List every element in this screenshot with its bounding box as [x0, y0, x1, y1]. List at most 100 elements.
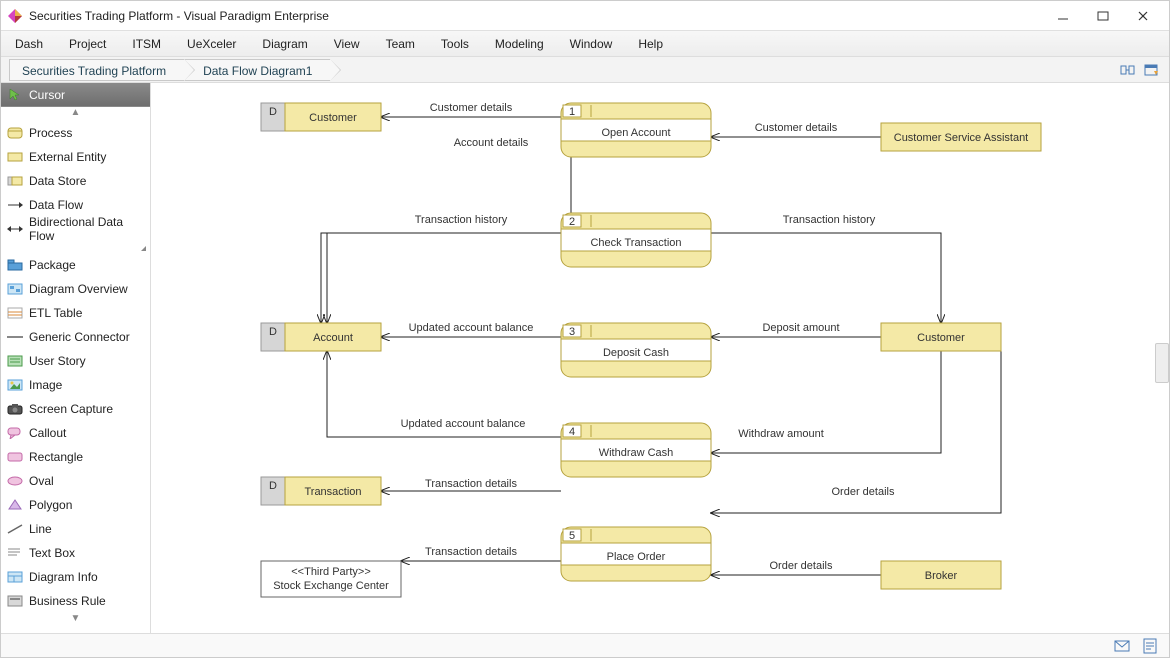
menu-itsm[interactable]: ITSM: [132, 37, 161, 51]
svg-text:Customer: Customer: [309, 112, 357, 124]
etl-icon: [7, 305, 23, 321]
title-bar: Securities Trading Platform - Visual Par…: [1, 1, 1169, 31]
svg-text:Account details: Account details: [454, 137, 529, 149]
svg-text:Stock Exchange Center: Stock Exchange Center: [273, 580, 389, 592]
tool-etl[interactable]: ETL Table: [1, 301, 150, 325]
tool-palette: Cursor ▲ Process External Entity Data St…: [1, 83, 151, 633]
note-icon[interactable]: [1141, 637, 1159, 655]
svg-text:Order details: Order details: [832, 486, 895, 498]
svg-text:Open Account: Open Account: [601, 127, 670, 139]
callout-icon: [7, 425, 23, 441]
diagram-canvas[interactable]: Customer detailsCustomer detailsAccount …: [151, 83, 1169, 633]
menu-view[interactable]: View: [334, 37, 360, 51]
textbox-icon: [7, 545, 23, 561]
tool-dataflow[interactable]: Data Flow: [1, 193, 150, 217]
svg-text:4: 4: [569, 426, 575, 438]
image-icon: [7, 377, 23, 393]
breadcrumb-project[interactable]: Securities Trading Platform: [9, 59, 184, 81]
overview-icon: [7, 281, 23, 297]
minimize-button[interactable]: [1043, 4, 1083, 28]
tool-label: Business Rule: [29, 594, 106, 608]
canvas-scrollbar[interactable]: [1155, 343, 1169, 383]
status-bar: [1, 633, 1169, 657]
svg-text:Withdraw amount: Withdraw amount: [738, 428, 824, 440]
tool-capture[interactable]: Screen Capture: [1, 397, 150, 421]
main-area: Cursor ▲ Process External Entity Data St…: [1, 83, 1169, 633]
datastore-icon: [7, 173, 23, 189]
tool-label: ETL Table: [29, 306, 82, 320]
cursor-icon: [7, 87, 23, 103]
tool-label: Process: [29, 126, 72, 140]
breadcrumb-diagram[interactable]: Data Flow Diagram1: [184, 59, 330, 81]
svg-text:Check Transaction: Check Transaction: [590, 237, 681, 249]
tool-rectangle[interactable]: Rectangle: [1, 445, 150, 469]
menu-dash[interactable]: Dash: [15, 37, 43, 51]
menu-modeling[interactable]: Modeling: [495, 37, 544, 51]
svg-text:D: D: [269, 480, 277, 492]
maximize-button[interactable]: [1083, 4, 1123, 28]
tool-rule[interactable]: Business Rule: [1, 589, 150, 613]
tool-label: Data Flow: [29, 198, 83, 212]
tool-label: Data Store: [29, 174, 86, 188]
svg-text:Place Order: Place Order: [607, 551, 666, 563]
tool-cursor[interactable]: Cursor: [1, 83, 150, 107]
svg-text:Order details: Order details: [770, 560, 833, 572]
connector-icon: [7, 329, 23, 345]
svg-text:Broker: Broker: [925, 570, 958, 582]
rule-icon: [7, 593, 23, 609]
tool-callout[interactable]: Callout: [1, 421, 150, 445]
svg-text:<<Third Party>>: <<Third Party>>: [291, 566, 371, 578]
dataflow-icon: [7, 197, 23, 213]
tool-overview[interactable]: Diagram Overview: [1, 277, 150, 301]
tool-connector[interactable]: Generic Connector: [1, 325, 150, 349]
entity-icon: [7, 149, 23, 165]
close-button[interactable]: [1123, 4, 1163, 28]
tool-textbox[interactable]: Text Box: [1, 541, 150, 565]
svg-text:Customer: Customer: [917, 332, 965, 344]
tool-entity[interactable]: External Entity: [1, 145, 150, 169]
svg-text:D: D: [269, 326, 277, 338]
tool-label: Bidirectional Data Flow: [29, 215, 144, 243]
menu-bar: Dash Project ITSM UeXceler Diagram View …: [1, 31, 1169, 57]
svg-text:Transaction history: Transaction history: [415, 214, 508, 226]
menu-window[interactable]: Window: [570, 37, 613, 51]
menu-help[interactable]: Help: [638, 37, 663, 51]
svg-text:Updated account balance: Updated account balance: [409, 322, 534, 334]
tool-process[interactable]: Process: [1, 121, 150, 145]
mail-icon[interactable]: [1113, 637, 1131, 655]
tool-bidi[interactable]: Bidirectional Data Flow: [1, 217, 150, 241]
palette-up-arrow[interactable]: ▲: [1, 107, 150, 121]
svg-text:Transaction history: Transaction history: [783, 214, 876, 226]
tool-userstory[interactable]: User Story: [1, 349, 150, 373]
menu-diagram[interactable]: Diagram: [262, 37, 307, 51]
tool-line[interactable]: Line: [1, 517, 150, 541]
tool-package[interactable]: Package: [1, 253, 150, 277]
svg-text:Updated account balance: Updated account balance: [401, 418, 526, 430]
app-icon: [7, 8, 23, 24]
menu-team[interactable]: Team: [386, 37, 415, 51]
process-icon: [7, 125, 23, 141]
palette-down-arrow[interactable]: ▼: [1, 613, 150, 627]
svg-text:3: 3: [569, 326, 575, 338]
menu-uexceler[interactable]: UeXceler: [187, 37, 236, 51]
layout-icon[interactable]: [1119, 61, 1137, 79]
window-title: Securities Trading Platform - Visual Par…: [29, 9, 1043, 23]
tool-datastore[interactable]: Data Store: [1, 169, 150, 193]
tool-label: Generic Connector: [29, 330, 130, 344]
tool-image[interactable]: Image: [1, 373, 150, 397]
menu-tools[interactable]: Tools: [441, 37, 469, 51]
svg-text:Transaction details: Transaction details: [425, 546, 517, 558]
package-icon: [7, 257, 23, 273]
tool-label: Screen Capture: [29, 402, 113, 416]
tool-oval[interactable]: Oval: [1, 469, 150, 493]
bidi-icon: [7, 221, 23, 237]
menu-project[interactable]: Project: [69, 37, 106, 51]
tool-polygon[interactable]: Polygon: [1, 493, 150, 517]
newwin-icon[interactable]: [1143, 61, 1161, 79]
svg-text:Customer details: Customer details: [755, 122, 838, 134]
tool-info[interactable]: Diagram Info: [1, 565, 150, 589]
line-icon: [7, 521, 23, 537]
palette-divider: [1, 241, 150, 253]
svg-text:2: 2: [569, 216, 575, 228]
tool-label: Polygon: [29, 498, 72, 512]
